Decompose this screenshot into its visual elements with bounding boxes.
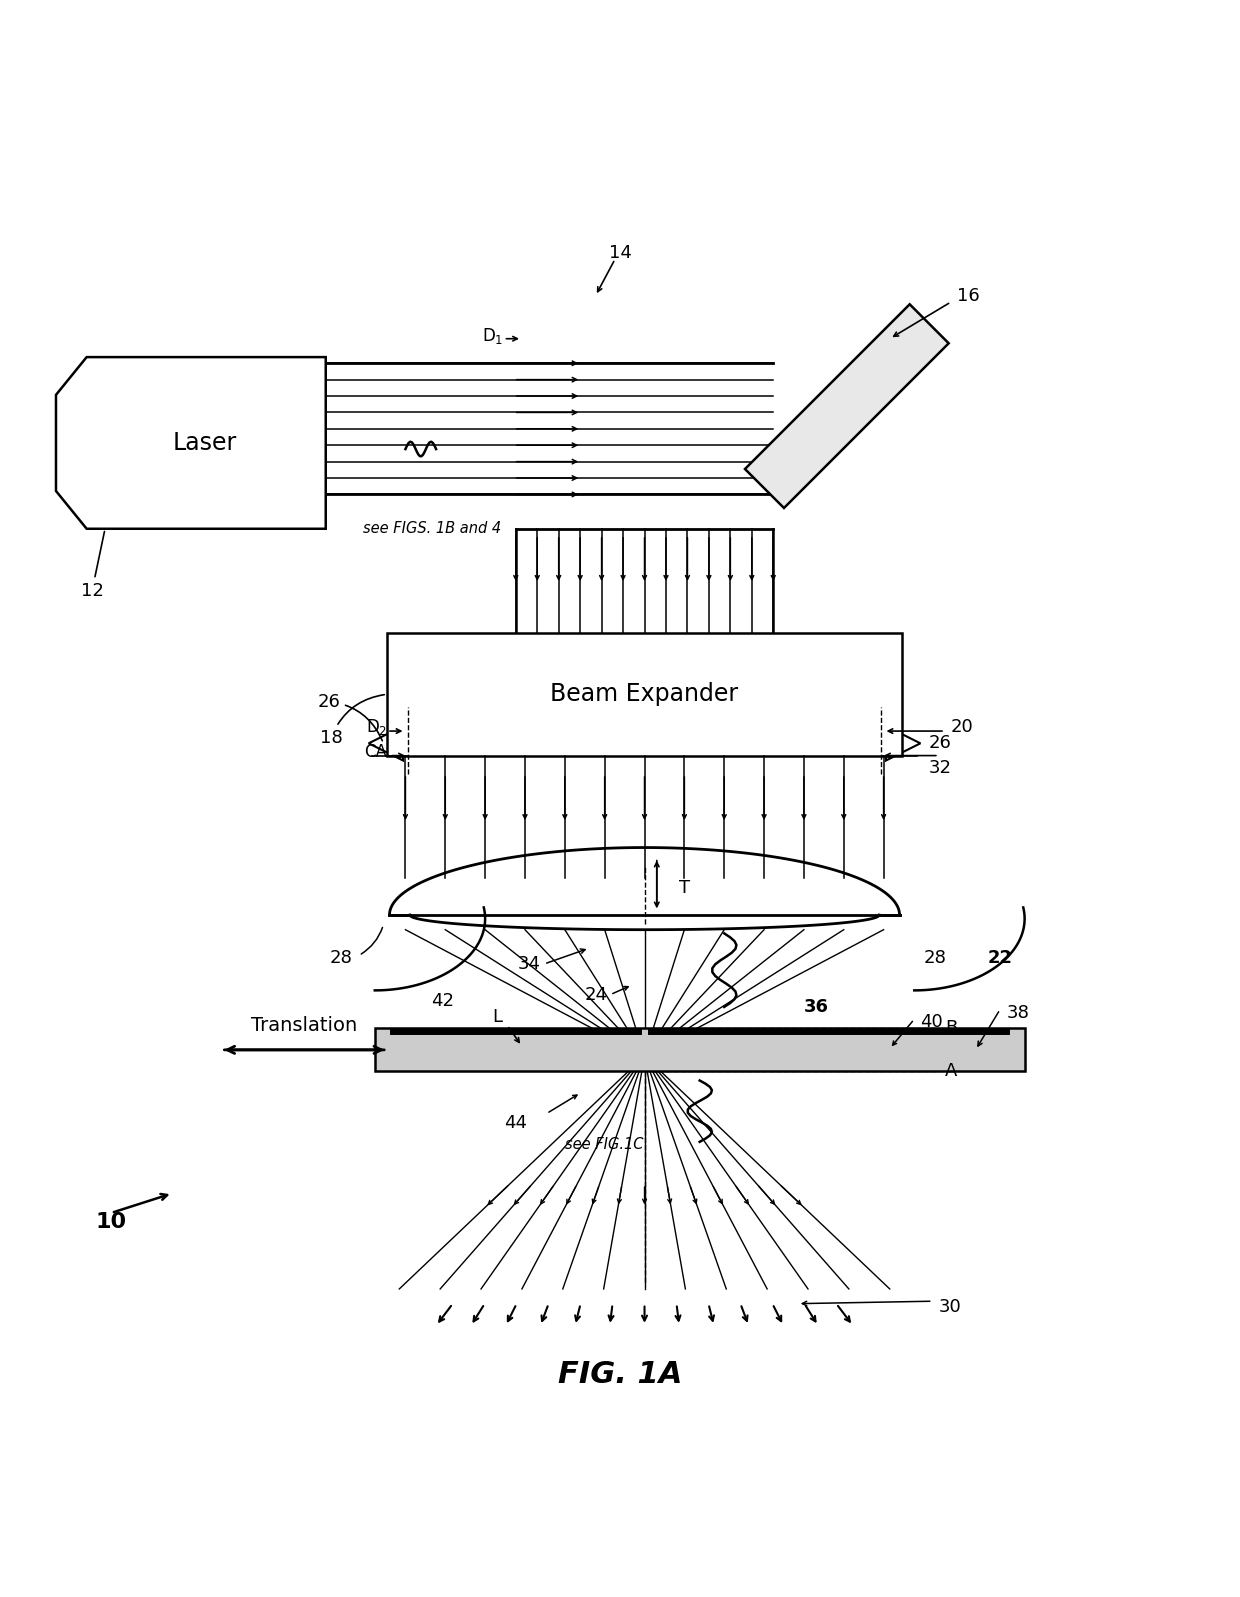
Text: Laser: Laser: [172, 431, 237, 455]
Text: 20: 20: [951, 719, 973, 736]
Text: 18: 18: [320, 695, 384, 747]
Text: 30: 30: [939, 1298, 961, 1316]
Text: see FIG.1C: see FIG.1C: [565, 1137, 644, 1151]
Text: 26: 26: [929, 735, 952, 752]
Text: FIG. 1A: FIG. 1A: [558, 1361, 682, 1389]
Text: 34: 34: [517, 955, 541, 973]
Text: Beam Expander: Beam Expander: [551, 682, 739, 706]
Polygon shape: [745, 305, 949, 508]
Text: 16: 16: [957, 287, 980, 305]
Text: CA: CA: [365, 743, 387, 760]
Bar: [387, 632, 901, 755]
Text: D$_2$: D$_2$: [366, 717, 387, 738]
Text: 28: 28: [330, 949, 352, 966]
Text: 38: 38: [1006, 1005, 1029, 1022]
Polygon shape: [56, 358, 326, 529]
Text: 26: 26: [317, 693, 382, 741]
Text: 40: 40: [920, 1012, 944, 1030]
Text: 42: 42: [432, 992, 455, 1009]
Text: A: A: [945, 1062, 957, 1080]
Text: L: L: [492, 1008, 502, 1025]
Text: D$_1$: D$_1$: [482, 326, 503, 347]
Text: 10: 10: [95, 1212, 126, 1231]
Text: 24: 24: [585, 985, 608, 1003]
Text: 44: 44: [505, 1115, 527, 1132]
Bar: [374, 1028, 1024, 1072]
Text: 12: 12: [81, 532, 104, 600]
Text: B: B: [945, 1019, 957, 1038]
Text: 14: 14: [609, 244, 631, 262]
Text: T: T: [678, 878, 689, 898]
Text: 36: 36: [804, 998, 828, 1016]
Text: 28: 28: [924, 949, 947, 966]
Text: see FIGS. 1B and 4: see FIGS. 1B and 4: [362, 521, 501, 537]
Text: Translation: Translation: [250, 1016, 357, 1035]
Polygon shape: [887, 727, 920, 760]
Text: 32: 32: [929, 759, 952, 776]
Polygon shape: [368, 727, 403, 760]
Text: 22: 22: [988, 949, 1013, 966]
